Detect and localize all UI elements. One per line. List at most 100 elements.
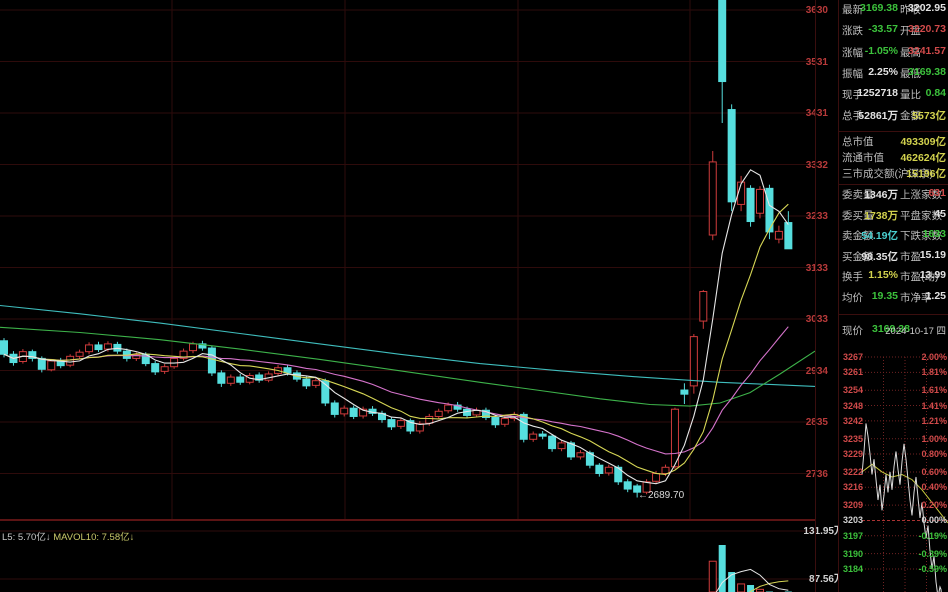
quote-value: 15196亿 xyxy=(906,168,946,180)
quote-row: 卖金额 54.19亿 下跌家数 1633 xyxy=(839,228,948,249)
mavol10-text: MAVOL10: 7.58亿↓ xyxy=(53,532,135,543)
intraday-price-label: 3254 xyxy=(843,385,864,396)
kline-chart[interactable] xyxy=(0,0,816,592)
intraday-pct-label: 1.61% xyxy=(921,385,947,396)
price-axis-label: 3133 xyxy=(805,262,828,274)
intraday-price-label: 3203 xyxy=(843,515,864,526)
quote-value: 1346万 xyxy=(864,189,898,201)
intraday-pct-label: 1.81% xyxy=(921,367,947,378)
quote-value: 15.19 xyxy=(919,248,946,261)
quote-label: 市盈(动) xyxy=(900,271,939,283)
quote-value: -33.57 xyxy=(868,23,898,36)
quote-value: 13.99 xyxy=(919,269,946,281)
price-axis-label: 3033 xyxy=(805,314,828,325)
quote-value: 3241.57 xyxy=(908,44,946,57)
quote-label: 量比 xyxy=(900,89,921,102)
intraday-price-label: 3190 xyxy=(843,548,864,559)
current-price-label: 现价 xyxy=(842,325,863,337)
quote-value: 1.15% xyxy=(868,269,898,281)
quote-row: 最新 3169.38 昨收 3202.95 xyxy=(839,2,948,23)
intraday-price-label: 3222 xyxy=(843,466,864,477)
quote-value: 98.35亿 xyxy=(861,250,898,263)
intraday-price-label: 3235 xyxy=(843,433,864,444)
intraday-pct-label: -0.39% xyxy=(918,548,947,559)
quote-label: 现手 xyxy=(842,89,863,102)
quote-value: 462624亿 xyxy=(900,152,946,164)
intraday-price-label: 3209 xyxy=(843,500,864,511)
current-date: 2024-10-17 四 xyxy=(885,326,946,337)
quote-label: 昨收 xyxy=(900,4,921,16)
price-axis-label: 2835 xyxy=(805,417,828,428)
quote-row: 流通市值 462624亿 xyxy=(839,150,948,166)
low-price-annotation: ←2689.70 xyxy=(638,490,685,501)
quote-label: 委卖量 xyxy=(842,189,874,201)
quote-value: 3202.95 xyxy=(908,2,946,14)
quote-label: 平盘家数 xyxy=(900,209,942,222)
quote-value: 1738万 xyxy=(864,209,898,222)
mavol5-text: L5: 5.70亿↓ xyxy=(2,532,51,543)
quote-row: 买金额 98.35亿 市盈 15.19 xyxy=(839,249,948,270)
quote-row: 现手 1252718 量比 0.84 xyxy=(839,87,948,108)
quote-group-marketcap: 总市值 493309亿 流通市值 462624亿 三市成交额(沪深京) 15196亿 xyxy=(839,134,948,182)
quote-row: 涨跌 -33.57 开盘 3220.73 xyxy=(839,23,948,44)
quote-value: 3169.38 xyxy=(908,65,946,78)
quote-value: 3169.38 xyxy=(860,2,898,14)
quote-value: 52861万 xyxy=(858,110,898,123)
quote-label: 市净率 xyxy=(900,291,932,304)
quote-label: 委买量 xyxy=(842,209,874,222)
price-axis-label: 2934 xyxy=(805,365,828,377)
quote-group-price: 最新 3169.38 昨收 3202.95 涨跌 -33.57 开盘 3220.73 涨幅 -1.… xyxy=(839,2,948,130)
intraday-pct-label: 0.00% xyxy=(921,515,947,526)
quote-label: 总市值 xyxy=(842,136,874,148)
quote-value: 5573亿 xyxy=(912,110,946,123)
quote-value: 45 xyxy=(934,207,946,220)
quote-label: 下跌家数 xyxy=(900,230,942,242)
current-price-value: 3169.38 xyxy=(872,323,910,335)
price-axis-label: 3630 xyxy=(805,5,828,16)
intraday-pct-label: 1.21% xyxy=(921,415,947,426)
intraday-price-label: 3261 xyxy=(843,367,864,378)
intraday-pct-label: -0.19% xyxy=(918,530,947,541)
intraday-pct-label: -0.59% xyxy=(918,564,947,574)
quote-label: 上涨家数 xyxy=(900,189,942,201)
quote-value: 19.35 xyxy=(871,289,898,302)
quote-value: 2.25% xyxy=(868,65,898,78)
quote-value: 0.84 xyxy=(925,87,946,100)
quote-value: -1.05% xyxy=(864,44,898,57)
quote-group-orders: 委卖量 1346万 上涨家数 631 委买量 1738万 平盘家数 45 卖金额 54.19亿 下跌… xyxy=(839,187,948,310)
intraday-price-label: 3184 xyxy=(843,564,864,574)
quote-row: 涨幅 -1.05% 最高 3241.57 xyxy=(839,45,948,66)
quote-row: 换手 1.15% 市盈(动) 13.99 xyxy=(839,269,948,290)
quote-value: 1.25 xyxy=(925,289,946,302)
intraday-price-label: 3229 xyxy=(843,449,864,460)
intraday-mini-chart[interactable] xyxy=(838,345,948,592)
quote-label: 振幅 xyxy=(842,67,863,80)
intraday-price-label: 3267 xyxy=(843,352,864,362)
quote-label: 涨幅 xyxy=(842,46,863,59)
volume-axis-label: 87.56万 xyxy=(808,574,844,585)
chart-right-border xyxy=(815,0,816,592)
quote-value: 631 xyxy=(928,187,946,199)
quote-label: 总手 xyxy=(842,110,863,123)
price-axis-label: 2736 xyxy=(805,468,828,480)
quote-label: 卖金额 xyxy=(842,230,874,242)
quote-value: 1252718 xyxy=(857,87,898,100)
quote-value: 3220.73 xyxy=(908,23,946,36)
quote-value: 493309亿 xyxy=(900,136,946,148)
current-price-row: 现价 3169.38 2024-10-17 四 xyxy=(839,320,948,340)
price-axis-label: 3332 xyxy=(805,159,828,171)
quote-row: 均价 19.35 市净率 1.25 xyxy=(839,290,948,311)
intraday-price-label: 3216 xyxy=(843,482,864,493)
quote-label: 流通市值 xyxy=(842,152,884,164)
quote-row: 总手 52861万 金额 5573亿 xyxy=(839,108,948,129)
intraday-price-label: 3197 xyxy=(843,530,864,541)
intraday-price-label: 3242 xyxy=(843,415,864,426)
quote-label: 换手 xyxy=(842,271,863,283)
intraday-pct-label: 1.00% xyxy=(921,433,947,444)
quote-label: 均价 xyxy=(842,291,863,304)
quote-label: 最低 xyxy=(900,67,921,80)
mavol-legend: L5: 5.70亿↓ MAVOL10: 7.58亿↓ xyxy=(2,529,134,543)
price-axis-label: 3531 xyxy=(805,56,828,68)
quote-row: 总市值 493309亿 xyxy=(839,134,948,150)
quote-value: 54.19亿 xyxy=(861,230,898,242)
